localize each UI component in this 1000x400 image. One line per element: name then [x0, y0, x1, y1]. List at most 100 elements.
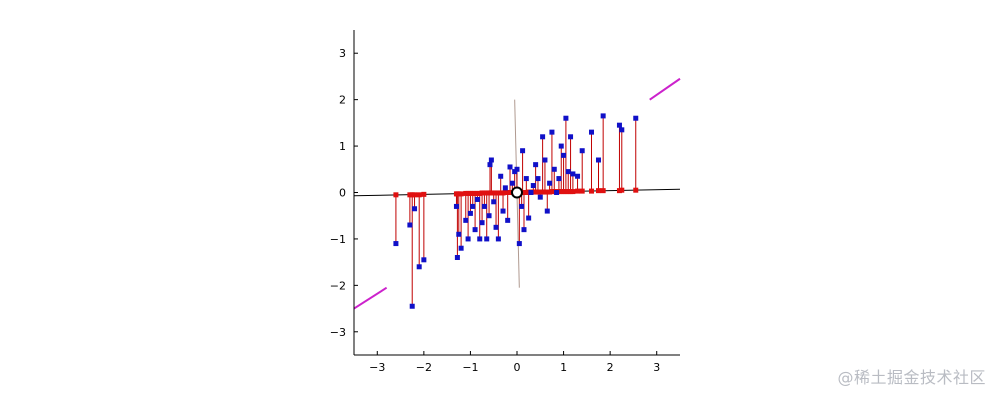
projection-point — [600, 188, 606, 194]
data-point — [465, 236, 471, 242]
data-point — [519, 203, 525, 209]
data-point — [409, 303, 415, 309]
data-point — [498, 173, 504, 179]
data-point — [520, 148, 526, 154]
projection-point — [393, 192, 399, 198]
data-point — [456, 231, 462, 237]
data-point — [479, 220, 485, 226]
data-point — [484, 236, 490, 242]
data-point — [521, 227, 527, 233]
y-tick-label: 3 — [339, 47, 346, 60]
data-point — [596, 157, 601, 163]
data-point — [407, 222, 413, 228]
data-point — [477, 236, 483, 242]
data-point — [535, 176, 541, 182]
projection-point — [619, 187, 625, 193]
data-point — [561, 152, 567, 158]
points-layer — [393, 113, 639, 309]
data-point — [619, 127, 625, 133]
data-point — [570, 171, 576, 177]
projection-point — [416, 192, 422, 198]
data-point — [565, 169, 571, 175]
projection-point — [412, 192, 418, 198]
data-point — [491, 199, 497, 205]
x-tick-label: −2 — [416, 361, 432, 374]
data-point — [549, 129, 555, 135]
data-point — [540, 134, 546, 140]
projection-point — [579, 188, 585, 194]
data-point — [537, 194, 543, 200]
data-point — [463, 217, 469, 223]
data-point — [528, 190, 534, 195]
data-point — [542, 157, 548, 163]
data-point — [481, 203, 487, 209]
projection-point — [458, 191, 464, 197]
data-point — [486, 213, 492, 219]
data-point — [556, 176, 562, 182]
data-point — [487, 162, 493, 168]
x-tick-label: 3 — [653, 361, 660, 374]
data-point — [470, 203, 476, 209]
extension-segment-0 — [353, 286, 388, 310]
data-point — [505, 217, 511, 223]
data-point — [526, 215, 532, 221]
data-point — [458, 245, 464, 251]
data-point — [416, 264, 422, 270]
data-point — [474, 196, 480, 202]
y-tick-label: 0 — [339, 187, 346, 200]
x-tick-label: 2 — [607, 361, 614, 374]
data-point — [467, 210, 473, 216]
x-tick-label: −3 — [369, 361, 385, 374]
data-point — [500, 208, 506, 214]
projection-point — [575, 188, 581, 194]
data-point — [530, 183, 536, 189]
data-point — [563, 115, 569, 121]
data-point — [589, 129, 595, 135]
data-point — [547, 180, 553, 186]
data-point — [575, 173, 581, 179]
projection-point — [570, 189, 576, 195]
data-point — [472, 227, 478, 233]
data-point — [616, 122, 622, 128]
y-tick-label: −2 — [330, 279, 346, 292]
y-tick-label: 1 — [339, 140, 346, 153]
x-tick-label: 0 — [514, 361, 521, 374]
data-point — [558, 143, 564, 149]
watermark-text: @稀土掘金技术社区 — [837, 368, 986, 387]
y-tick-label: −1 — [330, 233, 346, 246]
data-point — [516, 241, 522, 247]
data-point — [393, 241, 399, 247]
axes-layer: −3 −2 −1 0 1 2 3 −3 −2 −1 0 1 2 3 — [330, 30, 680, 374]
data-point — [633, 115, 639, 121]
extension-segment-1 — [649, 77, 681, 101]
data-point — [600, 113, 606, 119]
y-tick-label: −3 — [330, 326, 346, 339]
projection-point — [596, 188, 601, 194]
x-tick-label: −1 — [462, 361, 478, 374]
data-point — [551, 166, 557, 172]
data-point — [453, 203, 459, 209]
projection-point — [421, 191, 427, 197]
data-point — [412, 206, 418, 212]
y-tick-label: 2 — [339, 94, 346, 107]
data-point — [533, 162, 539, 168]
projection-point — [633, 187, 639, 193]
data-point — [421, 257, 427, 263]
data-point — [502, 185, 508, 191]
data-point — [488, 157, 494, 163]
projection-point — [589, 188, 595, 194]
center-marker — [511, 186, 523, 199]
data-point — [507, 164, 513, 170]
data-point — [568, 134, 574, 140]
data-point — [495, 236, 501, 242]
data-point — [514, 166, 520, 172]
data-point — [554, 190, 560, 195]
data-point — [454, 255, 460, 260]
data-point — [509, 180, 515, 186]
data-point — [579, 148, 585, 154]
x-tick-label: 1 — [560, 361, 567, 374]
data-point — [544, 208, 550, 214]
data-point — [493, 224, 499, 230]
data-point — [523, 176, 529, 182]
